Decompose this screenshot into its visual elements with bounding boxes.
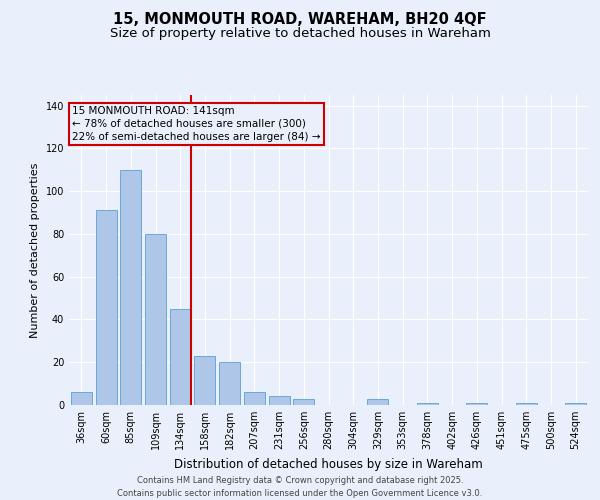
Bar [565,403,586,405]
Text: Contains HM Land Registry data © Crown copyright and database right 2025.
Contai: Contains HM Land Registry data © Crown c… [118,476,482,498]
Bar [516,403,537,405]
Bar [367,398,388,405]
Text: 15, MONMOUTH ROAD, WAREHAM, BH20 4QF: 15, MONMOUTH ROAD, WAREHAM, BH20 4QF [113,12,487,28]
Bar [120,170,141,405]
Bar [244,392,265,405]
Bar [293,398,314,405]
Text: Size of property relative to detached houses in Wareham: Size of property relative to detached ho… [110,28,490,40]
X-axis label: Distribution of detached houses by size in Wareham: Distribution of detached houses by size … [174,458,483,470]
Bar [417,403,438,405]
Text: 15 MONMOUTH ROAD: 141sqm
← 78% of detached houses are smaller (300)
22% of semi-: 15 MONMOUTH ROAD: 141sqm ← 78% of detach… [72,106,320,142]
Bar [95,210,116,405]
Bar [170,309,191,405]
Bar [466,403,487,405]
Bar [145,234,166,405]
Bar [71,392,92,405]
Bar [219,362,240,405]
Bar [194,356,215,405]
Bar [269,396,290,405]
Y-axis label: Number of detached properties: Number of detached properties [30,162,40,338]
